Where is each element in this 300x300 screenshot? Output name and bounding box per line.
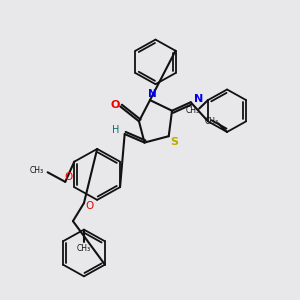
Text: N: N (194, 94, 203, 104)
Text: CH₃: CH₃ (185, 106, 200, 115)
Text: H: H (112, 125, 120, 135)
Text: CH₃: CH₃ (205, 117, 219, 126)
Text: N: N (148, 89, 157, 99)
Text: O: O (64, 172, 73, 182)
Text: CH₃: CH₃ (77, 244, 91, 253)
Text: O: O (110, 100, 119, 110)
Text: CH₃: CH₃ (30, 166, 44, 175)
Text: O: O (85, 201, 94, 211)
Text: S: S (170, 136, 178, 146)
